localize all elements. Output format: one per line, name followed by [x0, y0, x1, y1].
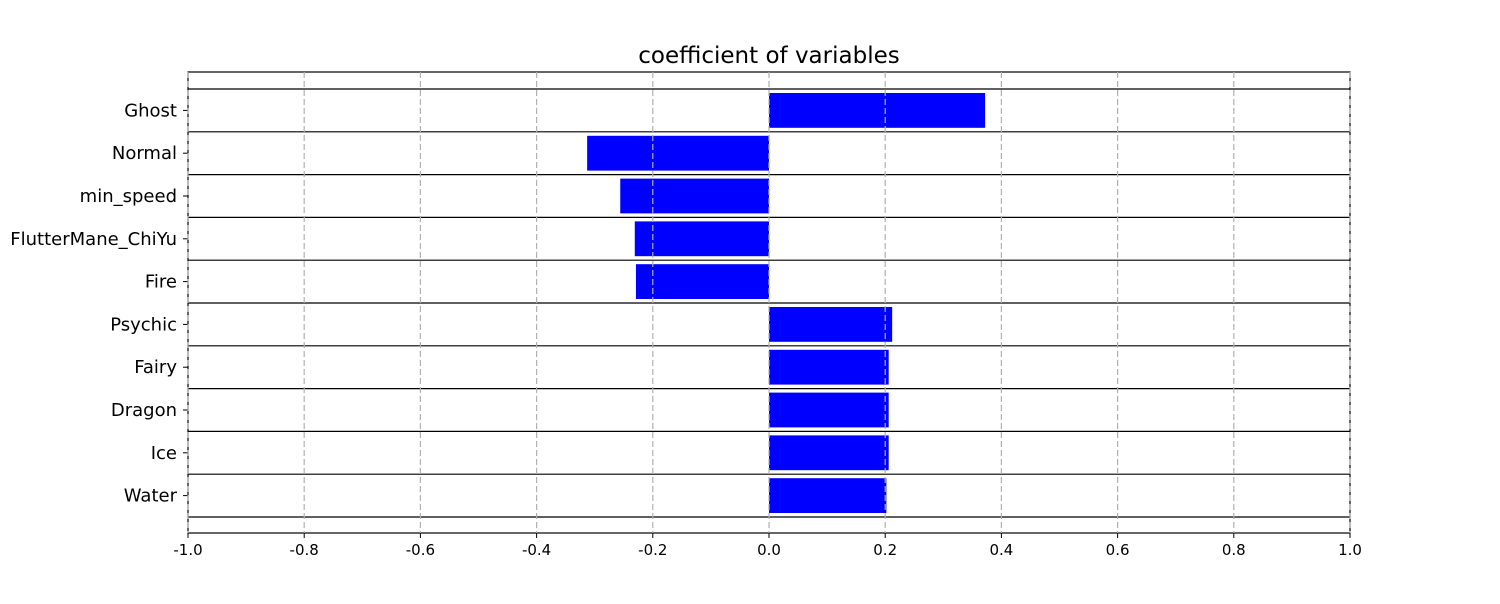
x-tick-label: -0.4: [522, 541, 551, 559]
y-tick-label: Water: [124, 486, 178, 507]
y-tick-label: Dragon: [111, 400, 177, 421]
x-tick-label: 0.6: [1106, 541, 1130, 559]
x-tick-label: -0.8: [290, 541, 319, 559]
x-tick-label: -1.0: [173, 541, 202, 559]
x-tick-label: -0.2: [638, 541, 667, 559]
bars: [587, 93, 986, 513]
bar-fluttermane-chiyu: [634, 221, 769, 257]
bar-fairy: [769, 349, 889, 385]
x-tick-label: 0.4: [989, 541, 1013, 559]
bar-ghost: [769, 93, 986, 128]
y-tick-label: Normal: [112, 143, 177, 164]
chart-title: coefficient of variables: [638, 43, 899, 69]
y-tick-label: Ice: [151, 443, 177, 464]
y-tick-label: Fairy: [134, 357, 177, 378]
x-tick-label: 1.0: [1338, 541, 1362, 559]
y-tick-label: Psychic: [110, 314, 177, 335]
bar-water: [769, 478, 887, 513]
bar-ice: [769, 435, 889, 471]
bar-fire: [635, 264, 769, 299]
x-tick-label: -0.6: [406, 541, 435, 559]
y-tick-label: Ghost: [124, 100, 177, 121]
bar-dragon: [769, 392, 889, 428]
x-tick-label: 0.0: [757, 541, 781, 559]
bar-normal: [587, 135, 769, 171]
y-tick-label: min_speed: [80, 186, 177, 207]
bar-min-speed: [620, 178, 769, 214]
x-tick-label: 0.2: [873, 541, 897, 559]
bar-psychic: [769, 307, 893, 342]
x-tick-label: 0.8: [1222, 541, 1246, 559]
y-tick-label: FlutterMane_ChiYu: [10, 229, 177, 250]
y-tick-label: Fire: [145, 272, 177, 293]
